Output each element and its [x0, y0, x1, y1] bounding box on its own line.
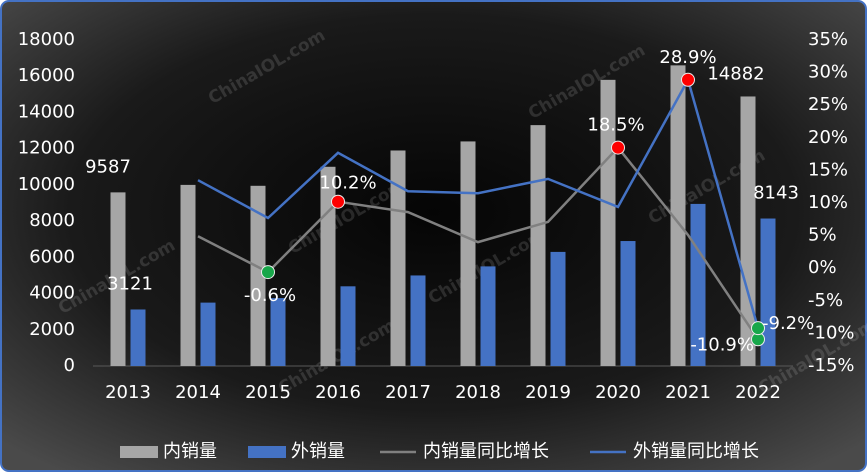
- y-tick-label: 10000: [18, 174, 75, 195]
- data-label: 9587: [85, 156, 131, 177]
- marker: [681, 72, 695, 87]
- y2-tick-label: 35%: [808, 29, 848, 50]
- bar: [740, 96, 756, 366]
- bar: [270, 298, 286, 366]
- bar: [250, 185, 266, 366]
- y-tick-label: 6000: [29, 246, 75, 267]
- y-tick-label: 14000: [18, 101, 75, 122]
- x-tick-label: 2013: [105, 382, 151, 403]
- y-tick-label: 2000: [29, 319, 75, 340]
- y-tick-label: 12000: [18, 138, 75, 159]
- bar: [200, 302, 216, 366]
- y2-tick-label: 30%: [808, 62, 848, 83]
- bar: [180, 184, 196, 366]
- y2-tick-label: -5%: [808, 290, 843, 311]
- marker: [261, 265, 275, 280]
- x-tick-label: 2018: [455, 382, 501, 403]
- x-tick-label: 2022: [735, 382, 781, 403]
- y-tick-label: 16000: [18, 65, 75, 86]
- data-label: 10.2%: [319, 173, 376, 194]
- data-label: 18.5%: [587, 115, 644, 136]
- y2-tick-label: -15%: [808, 355, 855, 376]
- y-tick-label: 18000: [18, 29, 75, 50]
- bar: [670, 65, 686, 366]
- bar: [130, 309, 146, 366]
- data-label: 28.9%: [659, 47, 716, 68]
- bar: [480, 266, 496, 366]
- x-tick-label: 2019: [525, 382, 571, 403]
- legend-label: 外销量: [291, 441, 345, 462]
- bar: [620, 241, 636, 366]
- bar: [390, 150, 406, 366]
- bar: [530, 125, 546, 366]
- data-label: 8143: [753, 183, 799, 204]
- y-tick-label: 0: [64, 355, 75, 376]
- data-label: 3121: [107, 273, 153, 294]
- line: [197, 76, 760, 329]
- bar: [600, 79, 616, 366]
- legend-label: 内销量同比增长: [423, 441, 549, 462]
- y2-tick-label: 25%: [808, 94, 848, 115]
- data-label: -10.9%: [690, 334, 754, 355]
- y-tick-label: 4000: [29, 283, 75, 304]
- x-tick-label: 2016: [315, 382, 361, 403]
- x-tick-label: 2021: [665, 382, 711, 403]
- legend-swatch: [248, 446, 286, 458]
- x-tick-label: 2014: [175, 382, 221, 403]
- marker: [611, 140, 625, 155]
- bar: [340, 286, 356, 366]
- y-tick-label: 8000: [29, 210, 75, 231]
- marker: [331, 194, 345, 209]
- bar: [550, 251, 566, 366]
- y2-tick-label: -10%: [808, 322, 855, 343]
- marker: [751, 321, 765, 336]
- x-tick-label: 2017: [385, 382, 431, 403]
- y2-tick-label: 20%: [808, 127, 848, 148]
- x-tick-label: 2015: [245, 382, 291, 403]
- data-label: 14882: [707, 63, 764, 84]
- y2-tick-label: 0%: [808, 257, 837, 278]
- bar: [110, 192, 126, 366]
- y2-tick-label: 10%: [808, 192, 848, 213]
- legend-label: 内销量: [163, 441, 217, 462]
- x-tick-label: 2020: [595, 382, 641, 403]
- bar: [460, 141, 476, 366]
- y2-tick-label: 15%: [808, 159, 848, 180]
- data-label: -9.2%: [762, 313, 814, 334]
- bar: [410, 275, 426, 366]
- data-label: -0.6%: [244, 285, 296, 306]
- line: [197, 145, 760, 340]
- y2-tick-label: 5%: [808, 225, 837, 246]
- legend-swatch: [120, 446, 158, 458]
- legend-label: 外销量同比增长: [633, 441, 759, 462]
